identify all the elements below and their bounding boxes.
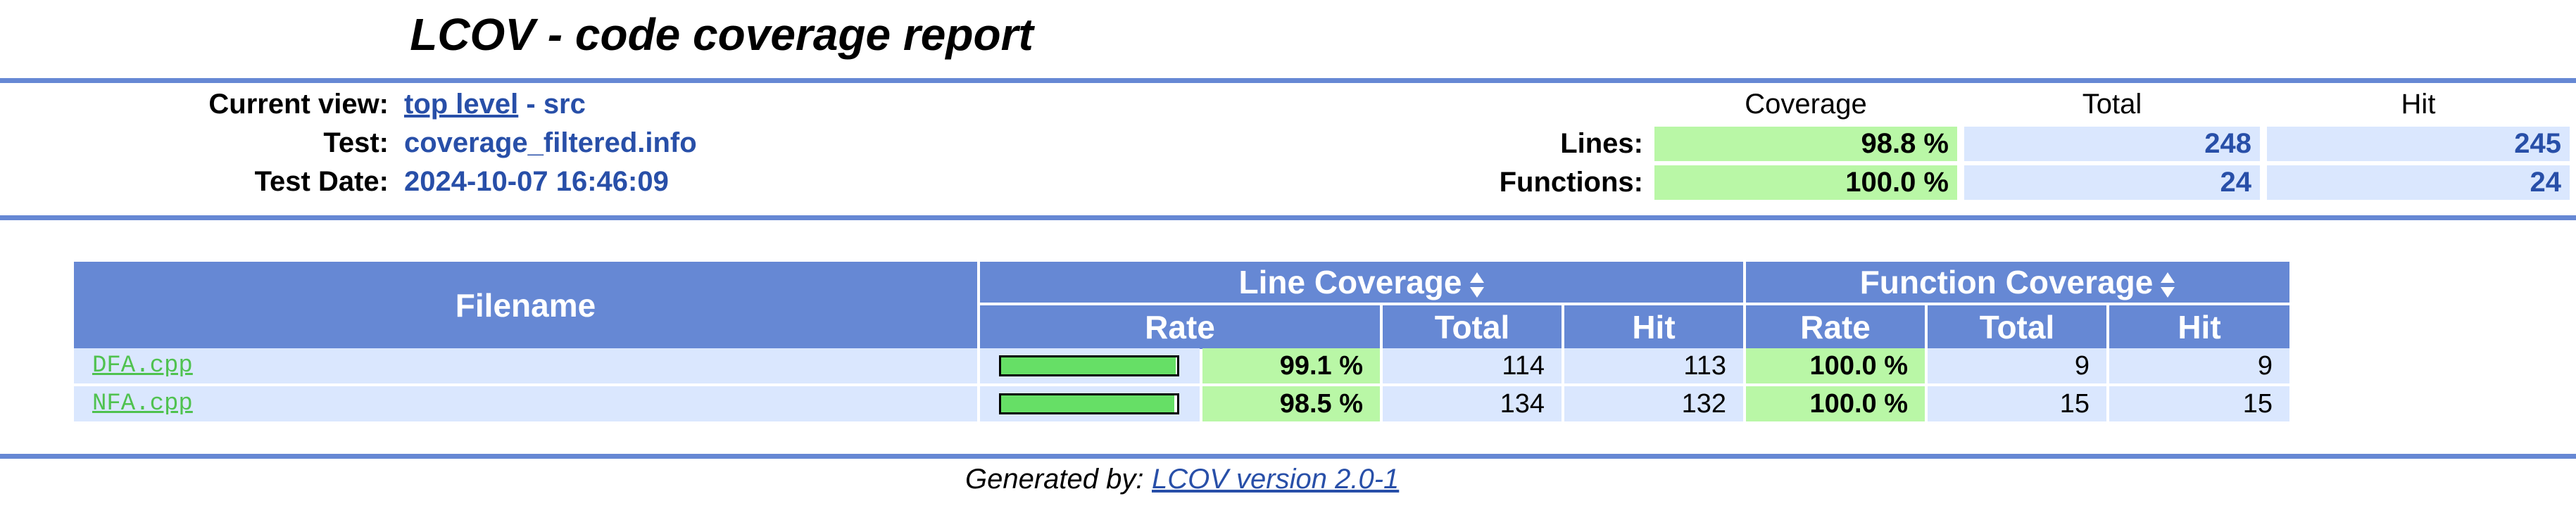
summary-functions-hit: 24: [2267, 165, 2570, 200]
divider-middle: [0, 215, 2576, 220]
summary-header-hit: Hit: [2401, 89, 2436, 120]
current-view-separator: -: [518, 89, 544, 120]
top-level-link[interactable]: top level: [404, 89, 519, 120]
line-total-value: 114: [1383, 348, 1562, 383]
sort-updown-icon[interactable]: [1469, 271, 1485, 299]
function-coverage-header[interactable]: Function Coverage: [1746, 262, 2289, 303]
function-rate-value: 100.0 %: [1746, 348, 1925, 383]
sort-updown-icon[interactable]: [2160, 271, 2175, 299]
line-rate-value: 99.1 %: [1202, 348, 1380, 383]
file-link[interactable]: DFA.cpp: [92, 353, 193, 379]
function-hit-value: 9: [2109, 348, 2289, 383]
line-total-subheader: Total: [1383, 305, 1562, 349]
test-label: Test:: [323, 127, 389, 158]
summary-lines-coverage: 98.8 %: [1654, 127, 1957, 161]
coverage-bar-fill: [1001, 357, 1176, 374]
current-view-dir: src: [543, 89, 586, 120]
divider-top: [0, 78, 2576, 83]
summary-header-total: Total: [2082, 89, 2142, 120]
coverage-bar: [999, 393, 1179, 414]
function-hit-subheader: Hit: [2109, 305, 2289, 349]
summary-functions-label: Functions:: [1499, 167, 1643, 198]
current-view-value: top level - src: [404, 85, 586, 123]
line-hit-subheader: Hit: [1564, 305, 1743, 349]
filename-header: Filename: [74, 262, 977, 349]
line-total-value: 134: [1383, 386, 1562, 421]
function-total-subheader: Total: [1928, 305, 2106, 349]
function-rate-value: 100.0 %: [1746, 386, 1925, 421]
summary-functions-total: 24: [1964, 165, 2260, 200]
function-rate-subheader: Rate: [1746, 305, 1925, 349]
generated-by-label: Generated by:: [965, 464, 1152, 495]
line-hit-value: 113: [1564, 348, 1743, 383]
coverage-bar-fill: [1001, 395, 1175, 412]
file-cell: NFA.cpp: [74, 386, 977, 421]
line-hit-value: 132: [1564, 386, 1743, 421]
line-coverage-header-label: Line Coverage: [1238, 264, 1462, 300]
function-total-value: 9: [1928, 348, 2106, 383]
function-coverage-header-label: Function Coverage: [1859, 264, 2154, 300]
current-view-label: Current view:: [208, 89, 389, 120]
divider-bottom: [0, 454, 2576, 459]
footer: Generated by: LCOV version 2.0-1: [0, 460, 2576, 498]
summary-lines-total: 248: [1964, 127, 2260, 161]
function-total-value: 15: [1928, 386, 2106, 421]
function-hit-value: 15: [2109, 386, 2289, 421]
line-rate-subheader: Rate: [980, 305, 1380, 349]
page-title: LCOV - code coverage report: [410, 9, 1033, 60]
summary-functions-coverage: 100.0 %: [1654, 165, 1957, 200]
summary-header-coverage: Coverage: [1745, 89, 1867, 120]
file-cell: DFA.cpp: [74, 348, 977, 383]
summary-lines-hit: 245: [2267, 127, 2570, 161]
coverage-bar: [999, 355, 1179, 376]
test-value: coverage_filtered.info: [404, 127, 697, 158]
file-link[interactable]: NFA.cpp: [92, 390, 193, 417]
test-date-value: 2024-10-07 16:46:09: [404, 166, 669, 197]
test-date-label: Test Date:: [254, 166, 389, 197]
summary-lines-label: Lines:: [1560, 128, 1643, 159]
line-coverage-header[interactable]: Line Coverage: [980, 262, 1743, 303]
lcov-version-link[interactable]: LCOV version 2.0-1: [1152, 464, 1400, 495]
line-rate-value: 98.5 %: [1202, 386, 1380, 421]
